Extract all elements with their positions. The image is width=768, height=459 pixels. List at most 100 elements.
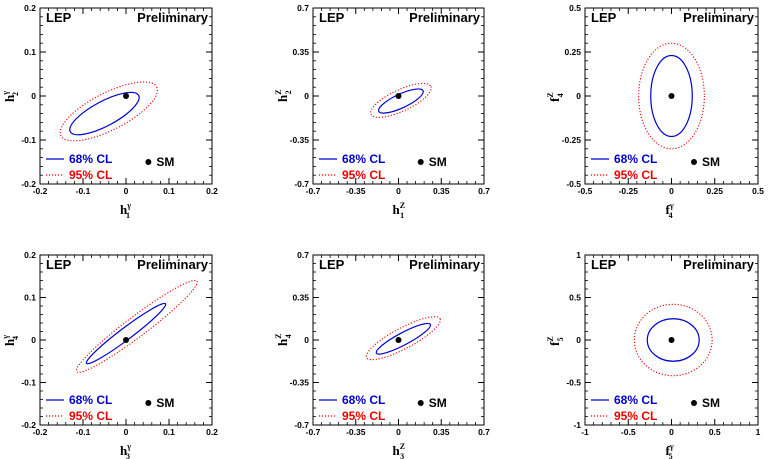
y-tick-label: 0.2 bbox=[24, 250, 36, 260]
y-tick-label: -0.25 bbox=[562, 135, 582, 145]
y-axis-label: fZ5 bbox=[546, 336, 565, 346]
x-tick-label: -0.1 bbox=[76, 427, 91, 437]
chart-panel-3: -0.5-0.5 -0.25 -0.25 0 0 0.25 0.25 0.5 0.5 LEP Pre… bbox=[546, 3, 764, 220]
contours bbox=[370, 82, 432, 118]
y-tick-label: 0.7 bbox=[297, 250, 309, 260]
header-right: Preliminary bbox=[683, 257, 755, 272]
x-tick-label: 0 bbox=[669, 427, 674, 437]
x-tick-label: -0.7 bbox=[306, 186, 321, 196]
y-axis-label: hγ4 bbox=[1, 335, 20, 346]
y-axis-label-sup: Z bbox=[274, 89, 283, 94]
legend-label-95cl: 95% CL bbox=[614, 409, 657, 423]
legend-label-68cl: 68% CL bbox=[342, 152, 385, 166]
contour-68cl bbox=[69, 91, 140, 136]
x-tick-label: 0 bbox=[396, 427, 401, 437]
y-tick-label: -0.2 bbox=[21, 420, 36, 430]
y-axis-label-sup: Z bbox=[274, 333, 283, 338]
contour-95cl bbox=[633, 303, 713, 377]
legend-marker-sm bbox=[417, 159, 424, 165]
x-tick-label: 0.25 bbox=[706, 186, 723, 196]
legend-label-95cl: 95% CL bbox=[614, 168, 657, 182]
x-axis-label-sub: 3 bbox=[126, 452, 130, 459]
header-left: LEP bbox=[46, 10, 72, 25]
x-tick-label: 0 bbox=[669, 186, 674, 196]
x-axis-label: hZ 1 bbox=[393, 201, 406, 220]
sm-point bbox=[123, 337, 129, 343]
header-left: LEP bbox=[46, 257, 72, 272]
y-tick-label: -0.7 bbox=[294, 179, 309, 189]
legend-label-sm: SM bbox=[429, 155, 447, 169]
legend-label-95cl: 95% CL bbox=[69, 409, 112, 423]
chart-panel-1: -0.2-0.2 -0.1 -0.1 0 0 0.1 0.1 0.2 0.2 LEP Prelimi… bbox=[1, 3, 218, 220]
legend-label-68cl: 68% CL bbox=[614, 393, 657, 407]
x-tick-label: 0.2 bbox=[206, 427, 218, 437]
x-tick-label: -0.2 bbox=[33, 427, 48, 437]
legend-label-sm: SM bbox=[429, 396, 447, 410]
sm-point bbox=[123, 93, 129, 99]
y-tick-label: 0.35 bbox=[292, 293, 309, 303]
legend-label-sm: SM bbox=[156, 155, 174, 169]
sm-point bbox=[395, 337, 402, 343]
x-tick-label: -0.1 bbox=[76, 186, 91, 196]
y-tick-label: 0 bbox=[576, 91, 581, 101]
contours bbox=[59, 81, 158, 142]
x-tick-label: 0.5 bbox=[709, 427, 721, 437]
y-tick-label: 0.1 bbox=[24, 293, 36, 303]
y-axis-label: hZ4 bbox=[274, 333, 293, 346]
sm-point bbox=[668, 93, 675, 99]
y-tick-label: 0.7 bbox=[297, 3, 309, 13]
y-tick-label: 0.25 bbox=[564, 47, 581, 57]
y-tick-label: 0 bbox=[304, 335, 309, 345]
header-right: Preliminary bbox=[683, 10, 755, 25]
sm-point bbox=[395, 93, 402, 99]
y-axis-label-sub: 2 bbox=[11, 92, 20, 96]
y-tick-label: -0.35 bbox=[290, 135, 310, 145]
x-axis-label-sub: 5 bbox=[669, 452, 673, 459]
legend-label-68cl: 68% CL bbox=[614, 152, 657, 166]
legend-marker-sm bbox=[145, 159, 152, 165]
x-tick-label: 0.2 bbox=[206, 186, 218, 196]
legend-label-68cl: 68% CL bbox=[69, 152, 112, 166]
legend-label-68cl: 68% CL bbox=[342, 393, 385, 407]
x-tick-label: 0 bbox=[396, 186, 401, 196]
contour-95cl bbox=[370, 82, 432, 118]
contours bbox=[75, 279, 198, 373]
header-right: Preliminary bbox=[409, 10, 481, 25]
x-axis-label: fγ 4 bbox=[666, 201, 674, 220]
x-tick-label: 0 bbox=[124, 427, 129, 437]
legend-marker-sm bbox=[417, 400, 424, 406]
y-tick-label: 0.5 bbox=[569, 293, 581, 303]
y-tick-label: 0 bbox=[576, 335, 581, 345]
x-axis-label-sup: γ bbox=[669, 442, 674, 451]
y-axis-label-sub: 4 bbox=[556, 93, 565, 97]
chart-panel-5: -0.7-0.7 -0.35 -0.35 0 0 0.35 0.35 0.7 0.7 LEP Pre… bbox=[274, 250, 490, 459]
x-axis-label: hZ 3 bbox=[393, 442, 406, 459]
contour-68cl bbox=[650, 54, 693, 138]
contour-68cl bbox=[375, 322, 432, 355]
contour-68cl bbox=[85, 302, 167, 365]
y-tick-label: 0.1 bbox=[24, 47, 36, 57]
header-left: LEP bbox=[319, 257, 345, 272]
chart-panel-2: -0.7-0.7 -0.35 -0.35 0 0 0.35 0.35 0.7 0.7 LEP Pre… bbox=[274, 3, 490, 220]
legend-label-68cl: 68% CL bbox=[69, 393, 112, 407]
x-tick-label: 0.1 bbox=[163, 186, 175, 196]
x-tick-label: 1 bbox=[756, 427, 761, 437]
y-axis-label: fZ4 bbox=[546, 92, 565, 102]
contours bbox=[365, 316, 441, 361]
header-right: Preliminary bbox=[137, 257, 209, 272]
chart-panel-4: -0.2-0.2 -0.1 -0.1 0 0 0.1 0.1 0.2 0.2 LEP Prelimi… bbox=[1, 250, 218, 459]
y-tick-label: -0.1 bbox=[21, 135, 36, 145]
y-tick-label: -1 bbox=[573, 420, 581, 430]
x-tick-label: 0.7 bbox=[478, 427, 490, 437]
y-axis-label-sub: 4 bbox=[11, 336, 20, 340]
contour-95cl bbox=[75, 279, 198, 373]
y-tick-label: -0.35 bbox=[290, 378, 310, 388]
x-axis-label-sub: 4 bbox=[669, 211, 673, 220]
x-tick-label: 0.7 bbox=[478, 186, 490, 196]
legend-marker-sm bbox=[690, 159, 697, 165]
x-tick-label: -0.7 bbox=[306, 427, 321, 437]
x-axis-label-sup: Z bbox=[400, 442, 405, 451]
y-tick-label: -0.2 bbox=[21, 179, 36, 189]
contour-95cl bbox=[59, 81, 158, 142]
legend-label-sm: SM bbox=[702, 155, 720, 169]
